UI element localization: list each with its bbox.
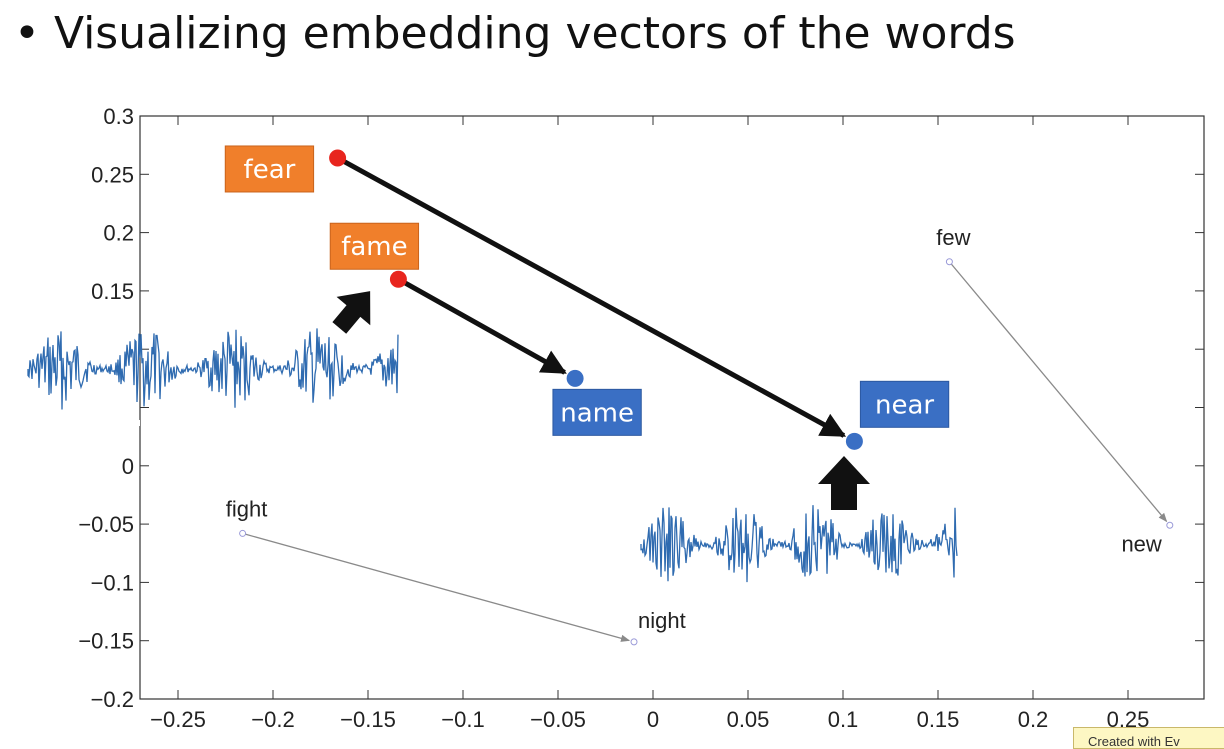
y-tick-label-3: 0.15 [91,279,134,304]
arrow-fight-to-night [242,532,631,642]
word-label-fame: fame [341,232,407,262]
y-tick-label-9: −0.15 [78,629,134,654]
x-tick-label-6: 0.05 [727,707,770,732]
word-label-new: new [1121,531,1161,556]
word-label-fight: fight [226,496,268,521]
arrow-few-to-new [948,261,1168,523]
waveform-left [27,328,399,410]
point-name [566,369,584,387]
waveform-left-gap [60,420,140,426]
x-tick-label-7: 0.1 [828,707,859,732]
label-box-name [552,388,642,436]
point-night [630,638,638,646]
word-label-near: near [875,390,934,420]
x-axis: −0.25 −0.2 −0.15 −0.1 −0.05 0 0.05 0.1 0.15 0.2 0.… [150,116,1149,732]
word-label-fear: fear [244,155,296,185]
x-tick-label-2: −0.15 [340,707,396,732]
arrow-fame-to-name [397,277,567,375]
x-tick-label-9: 0.2 [1018,707,1049,732]
x-tick-label-5: 0 [647,707,659,732]
point-few [945,258,953,266]
y-tick-label-6: 0 [122,454,134,479]
x-tick-label-0: −0.25 [150,707,206,732]
arrow-fear-to-near [336,155,847,438]
pointer-arrow-fame [332,291,371,334]
y-tick-label-2: 0.2 [103,221,134,246]
pointer-arrow-near [818,456,870,510]
waveform-right [640,505,958,583]
label-box-fame [329,222,420,270]
y-tick-label-7: −0.05 [78,512,134,537]
point-fame [389,270,407,288]
y-axis: 0.3 0.25 0.2 0.15 0 −0.05 −0.1 −0.15 −0.2 [78,104,1204,712]
point-near [845,432,863,450]
label-box-fear [224,145,315,193]
watermark: Created with Ev [1073,727,1224,749]
x-tick-label-8: 0.15 [917,707,960,732]
label-box-near [859,380,950,428]
word-label-name: name [560,398,634,428]
point-fight [239,529,247,537]
x-tick-label-3: −0.1 [441,707,484,732]
y-tick-label-10: −0.2 [91,687,134,712]
point-fear [329,149,347,167]
slide-title: • Visualizing embedding vectors of the w… [14,8,1016,59]
vector-arrows [242,155,1168,642]
point-new [1166,521,1174,529]
decorative-overlays [27,291,958,583]
y-tick-label-0: 0.3 [103,104,134,129]
x-tick-label-4: −0.05 [530,707,586,732]
x-tick-label-1: −0.2 [251,707,294,732]
word-label-night: night [638,608,686,633]
y-tick-label-8: −0.1 [91,570,134,595]
word-labels: fear fame name near few new fight night [224,145,1162,633]
word-label-few: few [936,225,970,250]
y-tick-label-1: 0.25 [91,162,134,187]
word-points [239,149,1174,646]
